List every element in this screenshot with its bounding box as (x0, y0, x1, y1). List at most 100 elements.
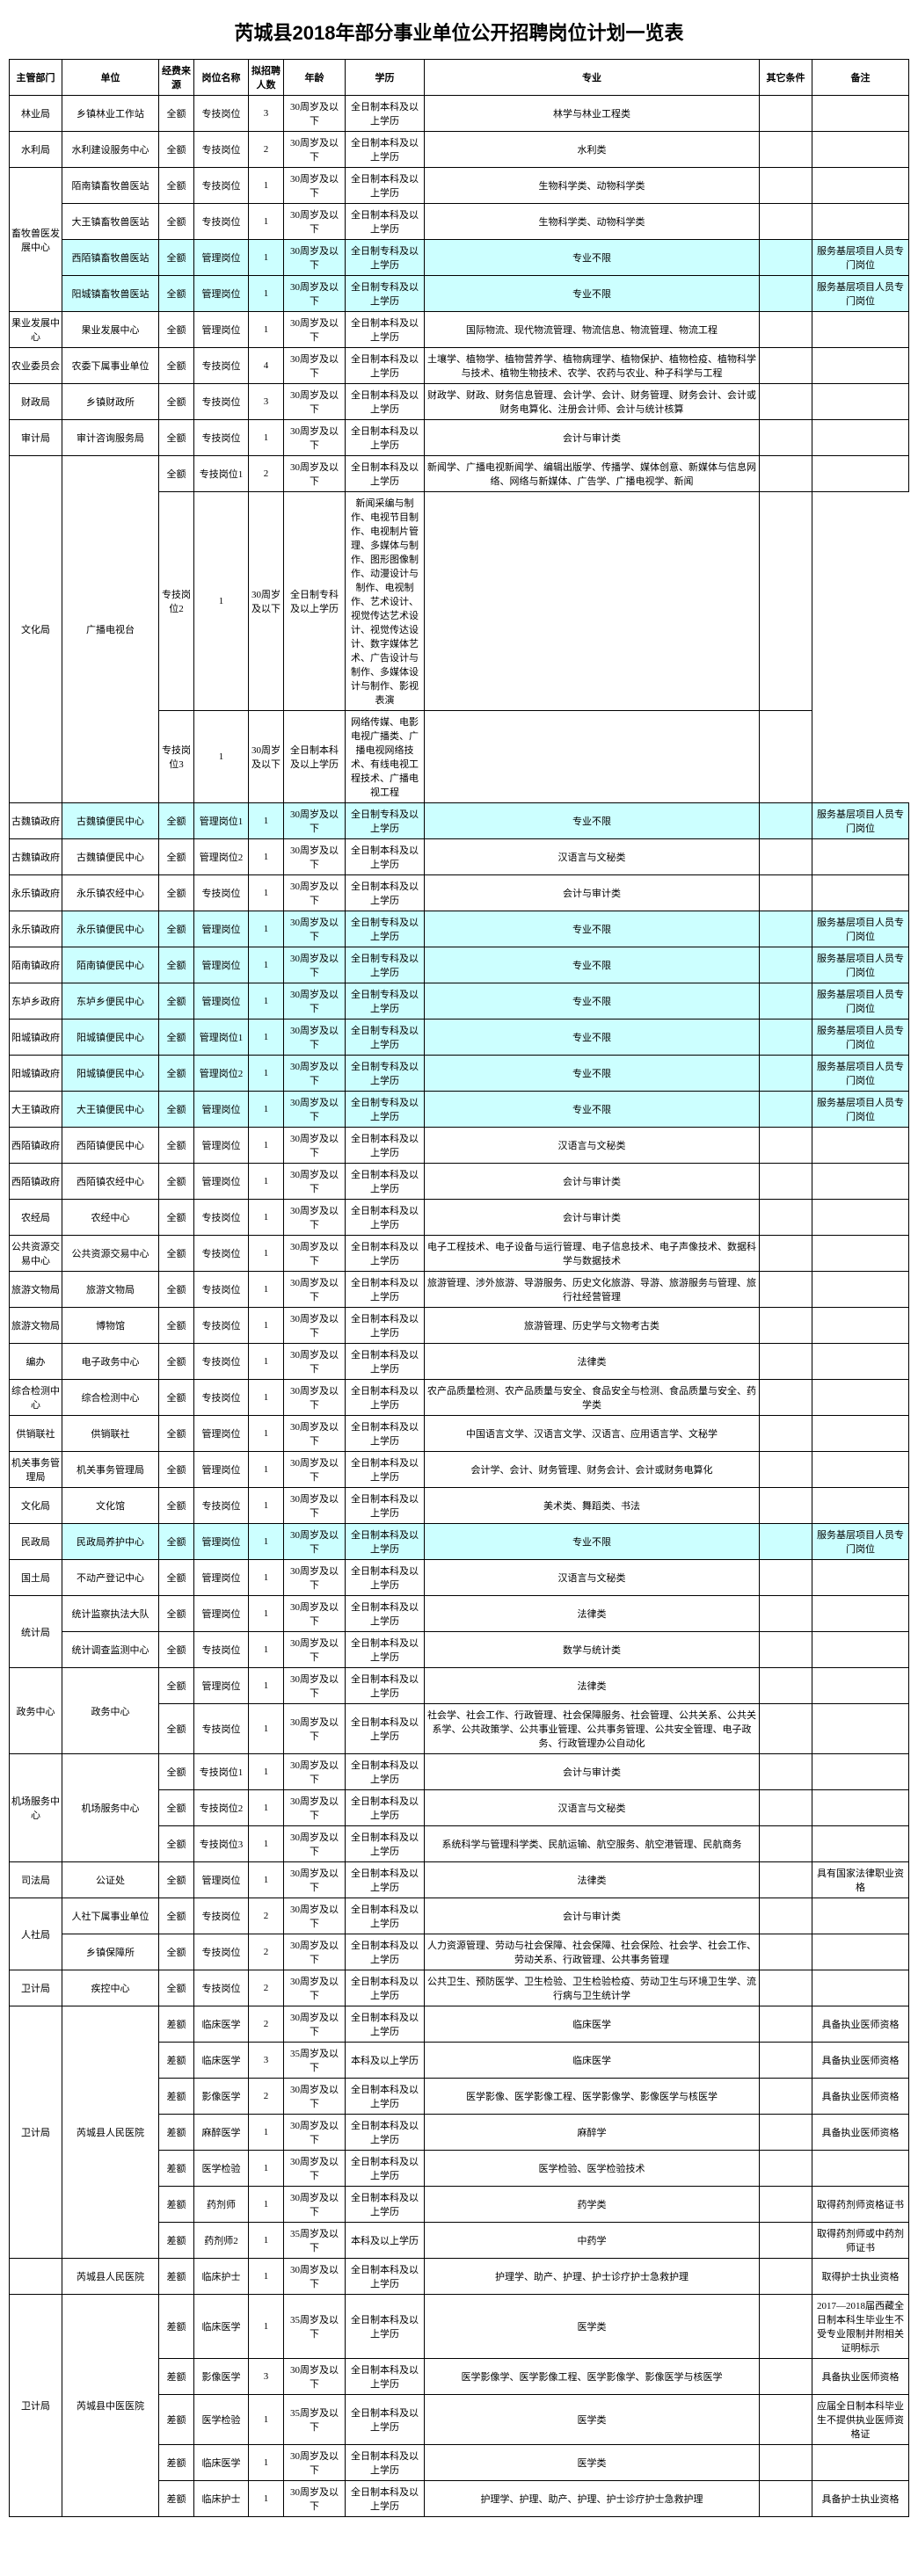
cell-cnt: 1 (249, 1632, 284, 1668)
cell-other (760, 1488, 812, 1524)
cell-pos: 专技岗位 (194, 384, 249, 420)
cell-remark (812, 1236, 909, 1272)
cell-dept: 民政局 (10, 1524, 62, 1560)
cell-src: 差额 (159, 2359, 194, 2395)
cell-age: 30周岁及以下 (284, 983, 346, 1020)
cell-cnt: 4 (249, 348, 284, 384)
cell-age: 30周岁及以下 (284, 1164, 346, 1200)
cell-other (760, 204, 812, 240)
cell-major: 旅游管理、历史学与文物考古类 (425, 1308, 760, 1344)
table-row: 民政局民政局养护中心全额管理岗位130周岁及以下全日制本科及以上学历专业不限服务… (10, 1524, 909, 1560)
cell-src: 全额 (159, 384, 194, 420)
cell-dept: 政务中心 (10, 1668, 62, 1754)
cell-cnt: 2 (249, 1934, 284, 1970)
cell-pos: 管理岗位2 (194, 839, 249, 875)
cell-edu: 全日制本科及以上学历 (346, 1704, 425, 1754)
cell-edu: 全日制本科及以上学历 (346, 839, 425, 875)
cell-remark (812, 1754, 909, 1790)
table-row: 文化局广播电视台全额专技岗位1230周岁及以下全日制本科及以上学历新闻学、广播电… (10, 456, 909, 492)
cell-pos: 管理岗位1 (194, 1020, 249, 1056)
table-row: 司法局公证处全额管理岗位130周岁及以下全日制本科及以上学历法律类具有国家法律职… (10, 1862, 909, 1898)
cell-unit: 阳城镇便民中心 (62, 1056, 159, 1092)
cell-age: 30周岁及以下 (284, 420, 346, 456)
cell-cnt: 1 (249, 1056, 284, 1092)
cell-cnt: 1 (249, 1020, 284, 1056)
cell-edu: 全日制本科及以上学历 (346, 132, 425, 168)
cell-age: 30周岁及以下 (284, 1272, 346, 1308)
cell-edu: 本科及以上学历 (346, 2223, 425, 2259)
table-header-cell: 其它条件 (760, 60, 812, 96)
table-row: 综合检测中心综合检测中心全额专技岗位130周岁及以下全日制本科及以上学历农产品质… (10, 1380, 909, 1416)
cell-major: 专业不限 (425, 276, 760, 312)
cell-unit: 广播电视台 (62, 456, 159, 803)
cell-pos: 临床护士 (194, 2259, 249, 2295)
cell-major: 专业不限 (425, 947, 760, 983)
cell-age: 30周岁及以下 (284, 1056, 346, 1092)
cell-cnt: 1 (249, 1380, 284, 1416)
cell-cnt: 1 (249, 168, 284, 204)
table-body: 林业局乡镇林业工作站全额专技岗位330周岁及以下全日制本科及以上学历林学与林业工… (10, 96, 909, 2517)
cell-major: 临床医学 (425, 2006, 760, 2043)
cell-edu: 全日制本科及以上学历 (346, 1524, 425, 1560)
cell-pos: 管理岗位 (194, 983, 249, 1020)
cell-other (760, 1632, 812, 1668)
cell-age: 30周岁及以下 (284, 1020, 346, 1056)
cell-other (760, 2445, 812, 2481)
cell-other (760, 1092, 812, 1128)
cell-other (760, 2481, 812, 2517)
cell-remark (812, 1632, 909, 1668)
cell-other (760, 456, 812, 492)
cell-src: 全额 (159, 1898, 194, 1934)
cell-cnt: 3 (249, 2359, 284, 2395)
cell-other (760, 1164, 812, 1200)
cell-major: 农产品质量检测、农产品质量与安全、食品安全与检测、食品质量与安全、药学类 (425, 1380, 760, 1416)
cell-unit: 民政局养护中心 (62, 1524, 159, 1560)
cell-other (760, 276, 812, 312)
cell-dept: 统计局 (10, 1596, 62, 1668)
cell-age: 30周岁及以下 (284, 1236, 346, 1272)
cell-other (760, 1272, 812, 1308)
cell-src: 差额 (159, 2259, 194, 2295)
cell-age: 30周岁及以下 (284, 1826, 346, 1862)
cell-other (760, 1200, 812, 1236)
cell-pos: 专技岗位 (194, 1970, 249, 2006)
table-header-cell: 拟招聘人数 (249, 60, 284, 96)
cell-age: 30周岁及以下 (284, 96, 346, 132)
cell-unit: 农经中心 (62, 1200, 159, 1236)
cell-src: 全额 (159, 1308, 194, 1344)
cell-other (760, 96, 812, 132)
cell-cnt: 1 (249, 2395, 284, 2445)
cell-age: 30周岁及以下 (284, 384, 346, 420)
cell-age: 30周岁及以下 (284, 1790, 346, 1826)
cell-other (760, 348, 812, 384)
cell-other (760, 2295, 812, 2359)
cell-age: 30周岁及以下 (284, 1970, 346, 2006)
cell-src: 全额 (159, 1236, 194, 1272)
cell-age: 30周岁及以下 (284, 348, 346, 384)
cell-src: 全额 (159, 1020, 194, 1056)
cell-edu: 全日制专科及以上学历 (346, 911, 425, 947)
cell-src: 全额 (159, 312, 194, 348)
cell-src: 全额 (159, 803, 194, 839)
table-row: 西陌镇政府西陌镇农经中心全额管理岗位130周岁及以下全日制本科及以上学历会计与审… (10, 1164, 909, 1200)
cell-remark (812, 875, 909, 911)
cell-unit: 芮城县人民医院 (62, 2006, 159, 2259)
cell-remark (812, 1596, 909, 1632)
cell-major: 生物科学类、动物科学类 (425, 168, 760, 204)
cell-edu: 全日制本科及以上学历 (346, 96, 425, 132)
cell-age: 30周岁及以下 (284, 456, 346, 492)
cell-cnt: 1 (249, 2445, 284, 2481)
table-row: 乡镇保障所全额专技岗位230周岁及以下全日制本科及以上学历人力资源管理、劳动与社… (10, 1934, 909, 1970)
cell-major: 法律类 (425, 1344, 760, 1380)
table-row: 编办电子政务中心全额专技岗位130周岁及以下全日制本科及以上学历法律类 (10, 1344, 909, 1380)
cell-remark: 服务基层项目人员专门岗位 (812, 947, 909, 983)
cell-cnt: 1 (249, 1596, 284, 1632)
cell-dept: 旅游文物局 (10, 1308, 62, 1344)
cell-remark (812, 420, 909, 456)
table-row: 卫计局芮城县人民医院差额临床医学230周岁及以下全日制本科及以上学历临床医学具备… (10, 2006, 909, 2043)
cell-cnt: 1 (249, 312, 284, 348)
cell-major: 专业不限 (425, 1524, 760, 1560)
table-row: 阳城镇政府阳城镇便民中心全额管理岗位2130周岁及以下全日制专科及以上学历专业不… (10, 1056, 909, 1092)
table-row: 公共资源交易中心公共资源交易中心全额专技岗位130周岁及以下全日制本科及以上学历… (10, 1236, 909, 1272)
cell-cnt: 1 (249, 1826, 284, 1862)
